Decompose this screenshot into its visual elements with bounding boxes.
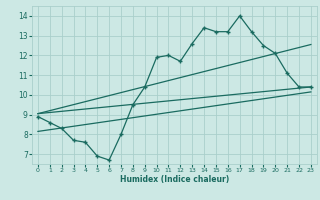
X-axis label: Humidex (Indice chaleur): Humidex (Indice chaleur) (120, 175, 229, 184)
